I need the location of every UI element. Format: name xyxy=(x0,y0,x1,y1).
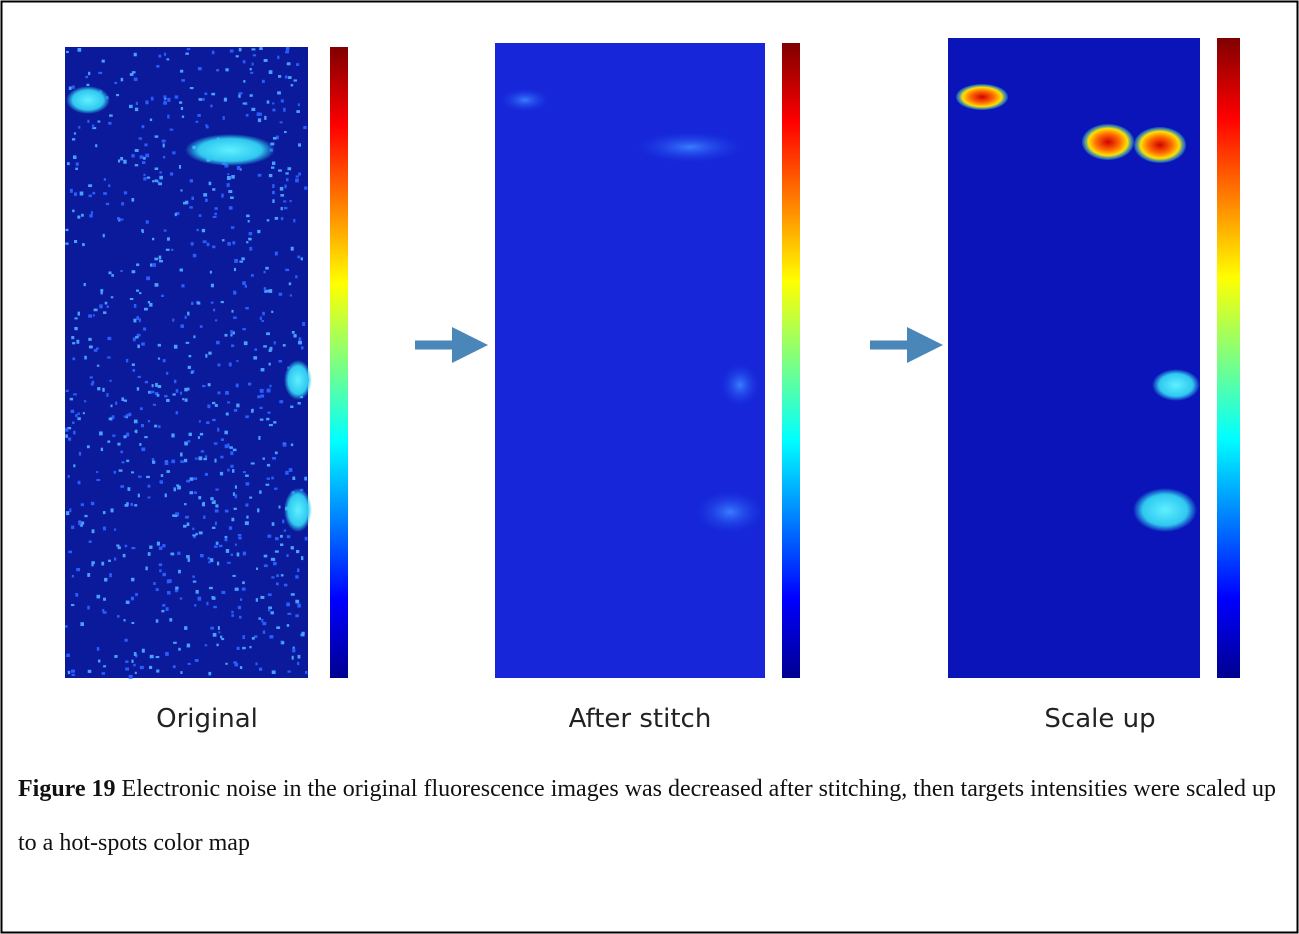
colorbar xyxy=(782,43,800,678)
caption-number: Figure 19 xyxy=(18,776,116,802)
panel-label: Original xyxy=(156,704,258,734)
caption: Figure 19 Electronic noise in the origin… xyxy=(18,762,1280,870)
panel-label: After stitch xyxy=(569,704,712,734)
colorbar xyxy=(1217,38,1240,678)
caption-text: Electronic noise in the original fluores… xyxy=(18,776,1277,856)
colorbar xyxy=(330,47,348,678)
panel-label: Scale up xyxy=(1044,704,1155,734)
image-original xyxy=(65,47,309,679)
